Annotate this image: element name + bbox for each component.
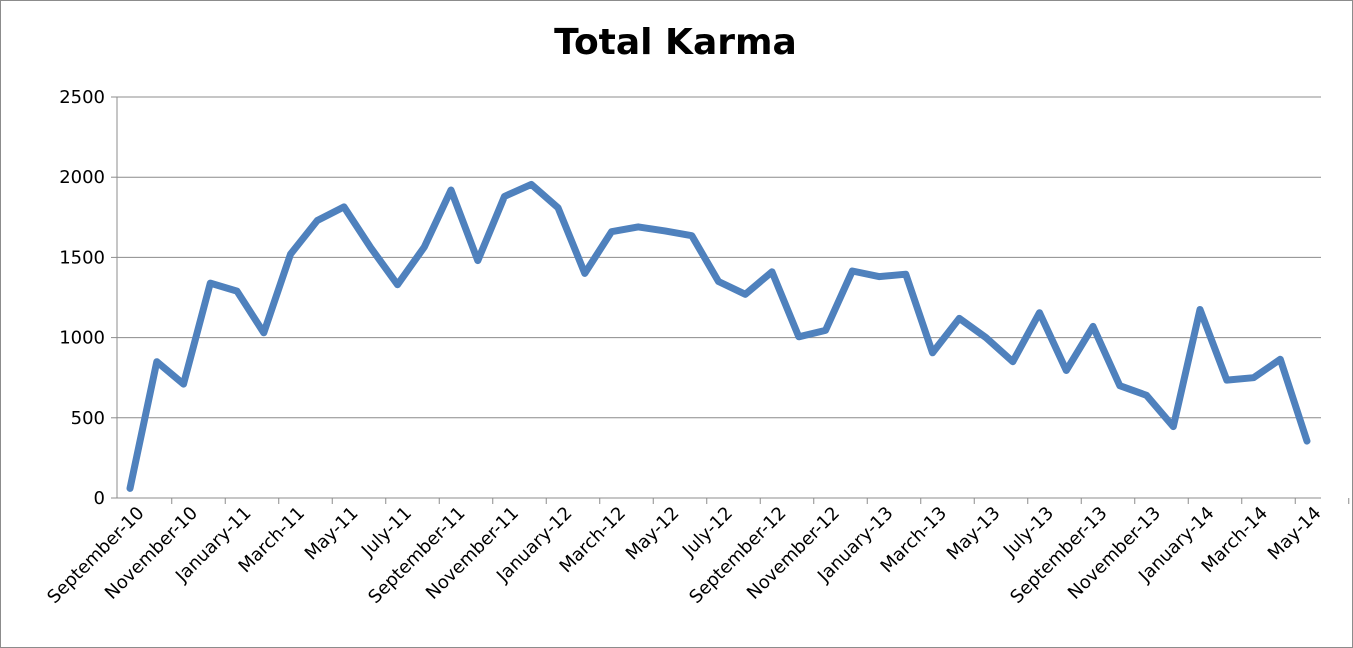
- y-tick-label: 2500: [59, 87, 105, 108]
- chart-title: Total Karma: [554, 22, 797, 63]
- x-tick-label: May-14: [1264, 503, 1326, 565]
- x-tick-label: September-12: [685, 503, 790, 608]
- y-tick-label: 1000: [59, 328, 105, 349]
- y-tick-label: 1500: [59, 247, 105, 268]
- series-layer: [126, 180, 1311, 492]
- gridlines: [117, 96, 1321, 419]
- x-tick-label: May-12: [622, 503, 684, 565]
- y-tick-label: 2000: [59, 167, 105, 188]
- y-axis-ticks: 0 500 1000 1500 2000 2500: [59, 87, 117, 509]
- x-tick-label: September-13: [1006, 503, 1111, 608]
- x-tick-label: May-13: [943, 503, 1005, 565]
- x-tick-label: November-13: [1064, 503, 1165, 604]
- x-tick-label: November-12: [743, 503, 844, 604]
- x-tick-label: September-10: [43, 503, 148, 608]
- series-line: [126, 180, 1311, 492]
- y-tick-label: 500: [71, 408, 105, 429]
- x-tick-label: May-11: [301, 503, 363, 565]
- y-tick-label: 0: [94, 488, 105, 509]
- x-axis: September-10November-10January-11March-1…: [43, 97, 1350, 608]
- x-tick-label: September-11: [364, 503, 469, 608]
- x-tick-label: November-10: [101, 503, 202, 604]
- x-tick-label: November-11: [422, 503, 523, 604]
